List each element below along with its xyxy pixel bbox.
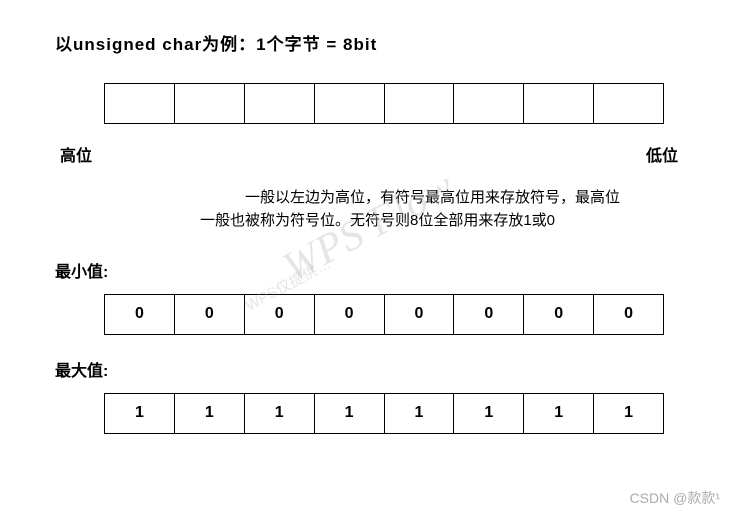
- bit-cell: [244, 84, 314, 124]
- empty-bits-row: [55, 83, 683, 124]
- bit-cell: 0: [105, 294, 175, 334]
- high-bit-label: 高位: [60, 142, 92, 166]
- bit-cell: 0: [244, 294, 314, 334]
- min-value-section: 最小值: 0 0 0 0 0 0 0 0: [55, 258, 683, 335]
- max-bits-row: 1 1 1 1 1 1 1 1: [55, 393, 683, 434]
- max-value-label: 最大值:: [55, 357, 683, 381]
- bit-cell: [384, 84, 454, 124]
- bit-cell: 1: [594, 393, 664, 433]
- low-bit-label: 低位: [646, 142, 678, 166]
- bit-cell: 1: [524, 393, 594, 433]
- description-text: 一般以左边为高位，有符号最高位用来存放符号，最高位一般也被称为符号位。无符号则8…: [55, 186, 683, 233]
- bit-cell: 1: [174, 393, 244, 433]
- min-value-label: 最小值:: [55, 258, 683, 282]
- bit-cell: 0: [594, 294, 664, 334]
- bit-cell: 0: [384, 294, 454, 334]
- page-title: 以unsigned char为例：1个字节 = 8bit: [55, 30, 683, 55]
- bit-cell: 1: [244, 393, 314, 433]
- bit-cell: 0: [524, 294, 594, 334]
- bit-cell: 1: [105, 393, 175, 433]
- bit-cell: 1: [384, 393, 454, 433]
- bit-cell: 1: [314, 393, 384, 433]
- csdn-attribution: CSDN @款款¹: [630, 488, 720, 508]
- bit-cell: [105, 84, 175, 124]
- bit-cell: [454, 84, 524, 124]
- bit-cell: [174, 84, 244, 124]
- bit-cell: [524, 84, 594, 124]
- max-value-section: 最大值: 1 1 1 1 1 1 1 1: [55, 357, 683, 434]
- min-bits-table: 0 0 0 0 0 0 0 0: [104, 294, 664, 335]
- empty-bits-table: [104, 83, 664, 124]
- bit-cell: 0: [314, 294, 384, 334]
- bit-cell: [594, 84, 664, 124]
- min-bits-row: 0 0 0 0 0 0 0 0: [55, 294, 683, 335]
- bit-cell: 0: [174, 294, 244, 334]
- max-bits-table: 1 1 1 1 1 1 1 1: [104, 393, 664, 434]
- bit-cell: 1: [454, 393, 524, 433]
- bit-cell: [314, 84, 384, 124]
- high-low-labels: 高位 低位: [55, 142, 683, 166]
- bit-cell: 0: [454, 294, 524, 334]
